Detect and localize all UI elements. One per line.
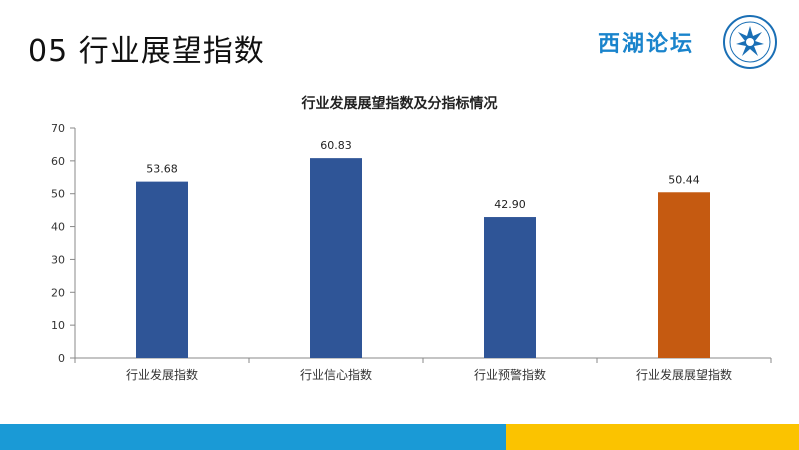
y-tick-label: 40 — [51, 221, 65, 234]
bar-4 — [658, 192, 710, 358]
brand-logo-text: 西湖论坛 — [598, 31, 695, 57]
x-tick-label: 行业预警指数 — [474, 367, 546, 382]
x-tick-label: 行业信心指数 — [300, 367, 372, 382]
chart-title: 行业发展展望指数及分指标情况 — [301, 96, 498, 112]
y-tick-label: 50 — [51, 188, 65, 201]
data-label: 60.83 — [320, 139, 352, 152]
data-label: 53.68 — [146, 163, 178, 176]
y-tick-label: 30 — [51, 253, 65, 266]
footer-band-blue — [0, 424, 506, 450]
slide-title: 05 行业展望指数 — [28, 34, 265, 69]
bar-1 — [136, 181, 188, 358]
bar-chart: 0 10 20 30 40 50 60 70 53.68 行业发展指数 60.83 行业信心指数 42.… — [51, 122, 772, 382]
data-label: 42.90 — [494, 198, 526, 211]
y-tick-label: 20 — [51, 286, 65, 299]
y-tick-label: 0 — [58, 352, 65, 365]
y-tick-label: 70 — [51, 122, 65, 135]
data-label: 50.44 — [668, 173, 700, 186]
emblem-logo-icon — [723, 15, 777, 69]
x-tick-label: 行业发展指数 — [126, 367, 198, 382]
footer-band-yellow — [506, 424, 799, 450]
bar-2 — [310, 158, 362, 358]
y-tick-label: 10 — [51, 319, 65, 332]
x-tick-label: 行业发展展望指数 — [636, 367, 732, 382]
y-tick-label: 60 — [51, 155, 65, 168]
bar-3 — [484, 217, 536, 358]
